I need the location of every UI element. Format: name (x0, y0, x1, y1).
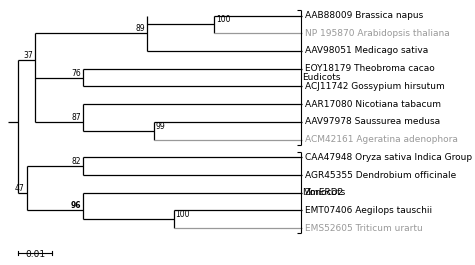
Text: AAB88009 Brassica napus: AAB88009 Brassica napus (305, 11, 423, 20)
Text: ZmERD2: ZmERD2 (305, 188, 344, 197)
Text: ACM42161 Ageratina adenophora: ACM42161 Ageratina adenophora (305, 135, 458, 144)
Text: Eudicots: Eudicots (303, 73, 341, 82)
Text: 87: 87 (71, 113, 81, 122)
Text: 0.01: 0.01 (25, 250, 45, 259)
Text: AAV97978 Saussurea medusa: AAV97978 Saussurea medusa (305, 117, 440, 126)
Text: AAV98051 Medicago sativa: AAV98051 Medicago sativa (305, 46, 428, 55)
Text: 96: 96 (70, 201, 81, 210)
Text: AAR17080 Nicotiana tabacum: AAR17080 Nicotiana tabacum (305, 100, 441, 109)
Text: EOY18179 Theobroma cacao: EOY18179 Theobroma cacao (305, 64, 435, 73)
Text: 47: 47 (14, 184, 24, 193)
Text: NP 195870 Arabidopsis thaliana: NP 195870 Arabidopsis thaliana (305, 29, 450, 38)
Text: 100: 100 (176, 210, 190, 219)
Text: EMS52605 Triticum urartu: EMS52605 Triticum urartu (305, 224, 423, 233)
Text: CAA47948 Oryza sativa Indica Group: CAA47948 Oryza sativa Indica Group (305, 153, 472, 162)
Text: 89: 89 (135, 24, 145, 33)
Text: AGR45355 Dendrobium officinale: AGR45355 Dendrobium officinale (305, 170, 456, 179)
Text: 100: 100 (216, 15, 231, 24)
Text: ACJ11742 Gossypium hirsutum: ACJ11742 Gossypium hirsutum (305, 82, 445, 91)
Text: 37: 37 (24, 51, 34, 60)
Text: 76: 76 (71, 69, 81, 78)
Text: Monocots: Monocots (303, 188, 346, 197)
Text: 99: 99 (155, 122, 165, 131)
Text: 82: 82 (71, 157, 81, 166)
Text: EMT07406 Aegilops tauschii: EMT07406 Aegilops tauschii (305, 206, 432, 215)
